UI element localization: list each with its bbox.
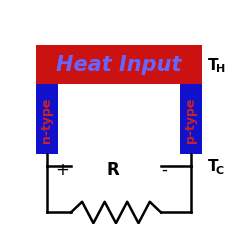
Text: p-type: p-type [184,97,197,142]
Text: +: + [55,160,69,178]
Text: T: T [207,58,218,73]
Text: Heat Input: Heat Input [56,55,181,75]
Text: -: - [161,160,166,178]
Text: n-type: n-type [40,97,53,142]
Text: C: C [215,165,223,175]
Text: R: R [106,160,119,178]
Bar [179,85,201,154]
Bar [35,85,58,154]
Bar [35,46,201,85]
Text: H: H [215,64,224,74]
Text: T: T [207,159,218,174]
